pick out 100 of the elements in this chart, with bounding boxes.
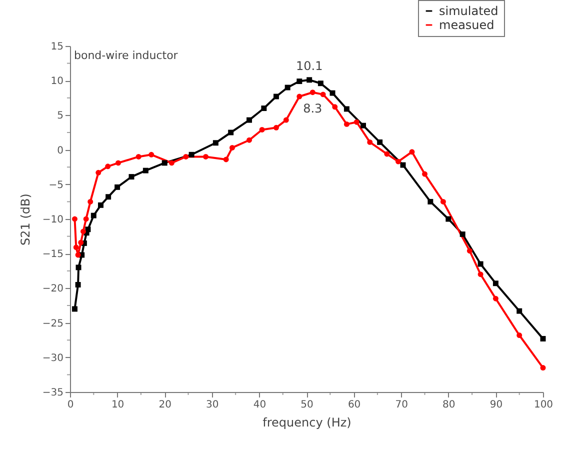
point <box>203 154 208 160</box>
x-axis-title: frequency (Hz) <box>262 416 352 430</box>
y-tick-label: −20 <box>42 284 64 295</box>
point <box>516 308 522 314</box>
y-tick-label: −25 <box>42 318 64 330</box>
x-tick-label: 100 <box>534 400 554 410</box>
point <box>136 154 142 160</box>
point <box>296 78 302 84</box>
point <box>90 212 96 218</box>
x-tick-label: 80 <box>442 400 456 410</box>
point <box>384 151 390 157</box>
point <box>106 194 112 200</box>
point <box>228 130 234 136</box>
point <box>105 164 111 170</box>
point <box>76 264 82 270</box>
point <box>284 84 290 90</box>
point <box>310 90 316 96</box>
point <box>428 198 434 204</box>
point <box>422 171 428 177</box>
point <box>460 231 466 237</box>
point <box>440 198 446 204</box>
y-tick-label: 5 <box>57 110 64 122</box>
x-tick-label: 90 <box>490 400 503 410</box>
point <box>116 160 121 166</box>
point <box>478 261 484 267</box>
point <box>88 198 94 204</box>
point <box>492 296 498 302</box>
x-tick-label: 10 <box>111 400 124 410</box>
x-tick-label: 40 <box>253 400 266 410</box>
y-tick-label: −15 <box>42 249 64 260</box>
point <box>72 306 78 312</box>
point <box>246 137 252 143</box>
y-tick-label: −5 <box>48 180 64 191</box>
point <box>377 139 383 145</box>
annotation: bond-wire inductor <box>74 49 178 62</box>
point <box>332 104 338 110</box>
point <box>273 94 279 100</box>
point <box>540 365 546 371</box>
annotation: 8.3 <box>303 101 322 116</box>
point <box>98 202 104 208</box>
point <box>296 94 302 100</box>
x-tick-label: 20 <box>158 400 172 410</box>
x-tick-label: 0 <box>67 400 74 410</box>
point <box>230 144 235 150</box>
point <box>306 77 312 83</box>
point <box>466 248 472 254</box>
point <box>183 154 189 160</box>
x-tick-label: 60 <box>348 400 361 410</box>
point <box>78 240 84 246</box>
point <box>162 160 168 166</box>
point <box>396 158 401 164</box>
point <box>96 170 102 176</box>
point <box>246 117 252 123</box>
y-tick-label: −35 <box>42 388 64 398</box>
point <box>80 228 86 234</box>
point <box>540 336 546 342</box>
point <box>273 124 279 130</box>
y-tick-label: 0 <box>57 145 64 156</box>
point <box>360 122 366 128</box>
point <box>446 216 452 222</box>
point <box>516 332 522 338</box>
point <box>75 282 81 288</box>
point <box>320 92 326 98</box>
point <box>478 272 484 278</box>
point <box>409 149 415 155</box>
y-tick-label: 10 <box>50 76 64 88</box>
point <box>148 152 154 158</box>
point <box>114 184 120 190</box>
point <box>492 280 498 286</box>
point <box>73 244 79 250</box>
point <box>344 106 350 112</box>
point <box>318 80 324 86</box>
point <box>330 90 336 96</box>
x-tick-label: 70 <box>395 400 408 410</box>
point <box>261 106 267 112</box>
point <box>259 127 265 132</box>
point <box>128 174 134 180</box>
legend-label: simulated <box>439 4 498 18</box>
y-tick-label: −30 <box>42 352 64 364</box>
y-tick-label: −10 <box>42 214 64 226</box>
point <box>212 140 218 146</box>
point <box>72 216 78 222</box>
point <box>142 168 148 174</box>
x-tick-label: 30 <box>206 400 219 410</box>
point <box>75 252 81 258</box>
point <box>344 121 350 127</box>
point <box>188 152 194 158</box>
annotation: 10.1 <box>296 58 323 73</box>
y-axis-title: S21 (dB) <box>18 194 32 246</box>
x-tick-label: 50 <box>300 400 314 410</box>
point <box>85 226 91 232</box>
point <box>400 162 406 168</box>
point <box>83 216 89 222</box>
point <box>283 117 289 123</box>
y-tick-label: 15 <box>50 42 64 52</box>
legend-label: measued <box>439 18 494 32</box>
point <box>354 119 360 125</box>
point <box>168 160 174 166</box>
point <box>223 156 229 162</box>
point <box>367 139 373 145</box>
